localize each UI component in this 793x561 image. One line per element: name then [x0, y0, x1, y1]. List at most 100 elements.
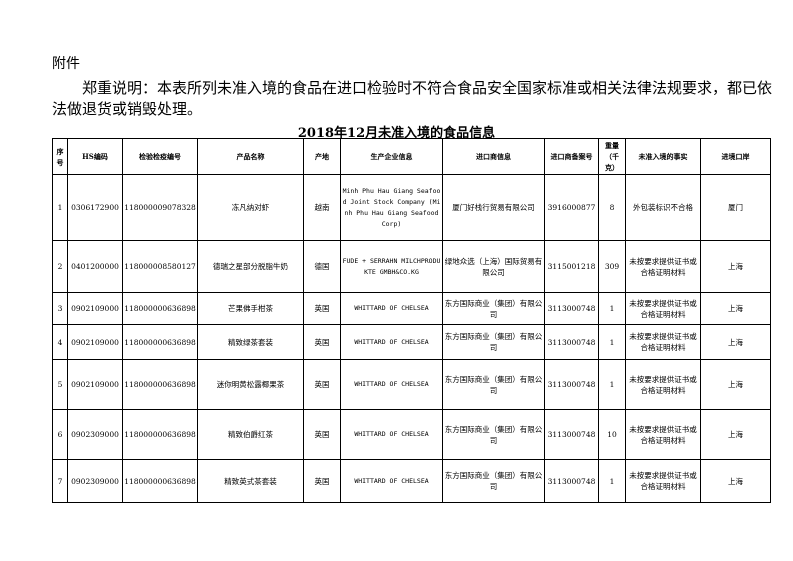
table-row: 4 0902109000 118000000636898 精致绿茶套装 英国 WHITTA…: [52, 324, 771, 360]
table-cell: 德国: [303, 240, 341, 293]
table-cell: 0902109000: [67, 292, 123, 325]
table-cell: 精致英式茶套装: [197, 459, 304, 503]
table-cell: 上海: [700, 359, 771, 410]
rejected-food-table: 序号 HS编码 检验检疫编号 产品名称 产地 生产企业信息 进口商信息 进口商备案号 重量（千克…: [52, 138, 771, 503]
table-cell: 上海: [700, 292, 771, 325]
table-cell: 未按要求提供证书或合格证明材料: [625, 459, 701, 503]
table-cell: 4: [52, 324, 68, 360]
table-cell: 未按要求提供证书或合格证明材料: [625, 240, 701, 293]
column-header: 检验检疫编号: [122, 138, 198, 175]
table-cell: WHITTARD OF CHELSEA: [340, 359, 443, 410]
column-header: 重量（千克）: [598, 138, 626, 175]
table-cell: 精致伯爵红茶: [197, 409, 304, 460]
column-header: 进境口岸: [700, 138, 771, 175]
table-cell: WHITTARD OF CHELSEA: [340, 459, 443, 503]
table-cell: 3113000748: [544, 292, 599, 325]
table-cell: 上海: [700, 409, 771, 460]
table-cell: 0902309000: [67, 459, 123, 503]
table-cell: 3115001218: [544, 240, 599, 293]
table-row: 1 0306172900 118000009078328 冻凡纳对虾 越南 Minh Ph…: [52, 174, 771, 241]
table-cell: 0306172900: [67, 174, 123, 241]
column-header: HS编码: [67, 138, 123, 175]
table-cell: 东方国际商业（集团）有限公司: [442, 324, 545, 360]
table-cell: 118000000636898: [122, 324, 198, 360]
table-cell: 5: [52, 359, 68, 410]
table-cell: 未按要求提供证书或合格证明材料: [625, 324, 701, 360]
table-cell: 1: [52, 174, 68, 241]
table-cell: 上海: [700, 459, 771, 503]
table-cell: 1: [598, 292, 626, 325]
table-cell: 1: [598, 459, 626, 503]
table-cell: 东方国际商业（集团）有限公司: [442, 292, 545, 325]
column-header: 产品名称: [197, 138, 304, 175]
table-cell: WHITTARD OF CHELSEA: [340, 324, 443, 360]
table-cell: 东方国际商业（集团）有限公司: [442, 409, 545, 460]
table-cell: 英国: [303, 409, 341, 460]
table-cell: 未按要求提供证书或合格证明材料: [625, 359, 701, 410]
table-cell: 英国: [303, 359, 341, 410]
table-cell: 英国: [303, 459, 341, 503]
column-header: 未准入境的事实: [625, 138, 701, 175]
table-cell: 绿地众选（上海）国际贸易有限公司: [442, 240, 545, 293]
table-cell: 118000000636898: [122, 409, 198, 460]
table-cell: 厦门: [700, 174, 771, 241]
table-cell: 118000000636898: [122, 292, 198, 325]
table-cell: 英国: [303, 292, 341, 325]
table-cell: 2: [52, 240, 68, 293]
table-cell: 0902109000: [67, 359, 123, 410]
table-cell: FUDE + SERRAHN MILCHPRODUKTE GMBH&CO.KG: [340, 240, 443, 293]
table-cell: WHITTARD OF CHELSEA: [340, 292, 443, 325]
table-cell: 未按要求提供证书或合格证明材料: [625, 292, 701, 325]
table-cell: 厦门好栈行贸易有限公司: [442, 174, 545, 241]
table-cell: 118000008580127: [122, 240, 198, 293]
table-cell: 芒果佛手柑茶: [197, 292, 304, 325]
table-cell: 3113000748: [544, 359, 599, 410]
table-cell: WHITTARD OF CHELSEA: [340, 409, 443, 460]
table-cell: 118000000636898: [122, 359, 198, 410]
table-cell: 1: [598, 359, 626, 410]
table-cell: 8: [598, 174, 626, 241]
column-header: 产地: [303, 138, 341, 175]
table-cell: 外包装标识不合格: [625, 174, 701, 241]
table-cell: Minh Phu Hau Giang Seafood Joint Stock C…: [340, 174, 443, 241]
table-cell: 精致绿茶套装: [197, 324, 304, 360]
table-row: 3 0902109000 118000000636898 芒果佛手柑茶 英国 WHITTA…: [52, 292, 771, 325]
table-cell: 3113000748: [544, 324, 599, 360]
table-row: 5 0902109000 118000000636898 迷你明黄松露椰果茶 英国 WHI…: [52, 359, 771, 410]
table-cell: 越南: [303, 174, 341, 241]
table-cell: 上海: [700, 240, 771, 293]
column-header: 序号: [52, 138, 68, 175]
table-cell: 3113000748: [544, 409, 599, 460]
table-cell: 1: [598, 324, 626, 360]
attachment-label: 附件: [52, 56, 80, 72]
table-cell: 0902109000: [67, 324, 123, 360]
table-cell: 冻凡纳对虾: [197, 174, 304, 241]
column-header: 生产企业信息: [340, 138, 443, 175]
disclaimer-note: 郑重说明：本表所列未准入境的食品在进口检验时不符合食品安全国家标准或相关法律法规…: [52, 79, 773, 118]
table-row: 7 0902309000 118000000636898 精致英式茶套装 英国 WHITT…: [52, 459, 771, 503]
column-header: 进口商备案号: [544, 138, 599, 175]
table-cell: 东方国际商业（集团）有限公司: [442, 359, 545, 410]
table-cell: 10: [598, 409, 626, 460]
table-cell: 0902309000: [67, 409, 123, 460]
table-cell: 118000009078328: [122, 174, 198, 241]
table-cell: 德瑞之星部分脱脂牛奶: [197, 240, 304, 293]
table-row: 2 0401200000 118000008580127 德瑞之星部分脱脂牛奶 德国 FU…: [52, 240, 771, 293]
table-cell: 东方国际商业（集团）有限公司: [442, 459, 545, 503]
table-cell: 309: [598, 240, 626, 293]
table-cell: 3916000877: [544, 174, 599, 241]
table-cell: 英国: [303, 324, 341, 360]
column-header: 进口商信息: [442, 138, 545, 175]
table-cell: 3: [52, 292, 68, 325]
table-cell: 上海: [700, 324, 771, 360]
table-header-row: 序号 HS编码 检验检疫编号 产品名称 产地 生产企业信息 进口商信息 进口商备案号 重量（千克…: [52, 138, 771, 175]
table-cell: 3113000748: [544, 459, 599, 503]
table-cell: 迷你明黄松露椰果茶: [197, 359, 304, 410]
table-row: 6 0902309000 118000000636898 精致伯爵红茶 英国 WHITTA…: [52, 409, 771, 460]
table-cell: 7: [52, 459, 68, 503]
table-title: 2018年12月未准入境的食品信息: [297, 126, 496, 141]
table-cell: 0401200000: [67, 240, 123, 293]
table-cell: 118000000636898: [122, 459, 198, 503]
table-cell: 未按要求提供证书或合格证明材料: [625, 409, 701, 460]
